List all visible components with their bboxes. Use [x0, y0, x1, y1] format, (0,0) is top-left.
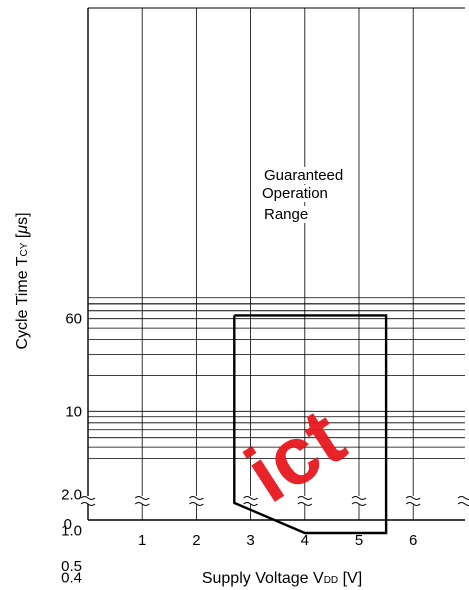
break-mark-6	[405, 496, 421, 500]
operation-range-series	[233, 314, 388, 535]
break-gap-2	[190, 496, 203, 504]
annotation-operation-bg	[260, 185, 330, 202]
x-axis-title: Supply Voltage VDD [V]	[202, 570, 362, 587]
axis-break-marks	[80, 496, 469, 506]
break-mark-7	[457, 496, 469, 500]
break-mark-1	[134, 496, 150, 500]
break-mark-7	[457, 502, 469, 506]
break-mark-6	[405, 502, 421, 506]
break-gap-1	[136, 496, 149, 504]
y-axis-title-unit-close: s]	[14, 212, 31, 224]
break-gap-3	[244, 496, 257, 504]
break-mark-5	[351, 496, 367, 500]
x-axis-title-subscript: DD	[324, 575, 338, 586]
series-line-0	[233, 314, 388, 535]
y-zero-label: 0	[64, 516, 72, 533]
y-tick-label-10: 10	[65, 403, 82, 420]
break-mark-4	[297, 502, 313, 506]
y-axis-title-unit-open: [	[14, 233, 31, 242]
x-axis-title-unit: [V]	[338, 570, 362, 587]
y-tick-label-2.0: 2.0	[61, 486, 82, 503]
x-tick-label-5: 5	[355, 532, 363, 549]
break-gap-0	[82, 496, 94, 504]
y-tick-label-60: 60	[65, 311, 82, 328]
x-tick-labels: 1 2 3 4 5 6	[138, 532, 417, 549]
break-mark-5	[351, 502, 367, 506]
annotation-guaranteed: Guaranteed	[264, 167, 343, 184]
y-axis-title: Cycle Time TCY [μs]	[14, 212, 31, 349]
y-axis-title-mu: μ	[14, 225, 31, 235]
annotation-range: Range	[264, 206, 308, 223]
break-mark-0	[80, 502, 96, 506]
y-axis-title-main: Cycle Time T	[14, 256, 31, 349]
x-axis-title-main: Supply Voltage V	[202, 570, 324, 587]
horizontal-gridlines	[88, 297, 465, 460]
annotation-range-bg	[262, 206, 311, 223]
break-gap-7	[459, 496, 469, 504]
break-mark-4	[297, 496, 313, 500]
y-tick-labels: 60 10 2.0 1.0 0.50.4	[61, 311, 82, 587]
break-mark-2	[189, 502, 204, 506]
x-tick-label-6: 6	[409, 532, 417, 549]
annotation-guaranteed-bg	[262, 167, 346, 184]
annotation-operation: Operation	[262, 185, 328, 202]
y-tick-label-0.4: 0.4	[61, 570, 82, 587]
break-mark-0	[80, 496, 96, 500]
y-tick-label-1.0: 1.0	[61, 522, 82, 539]
break-mark-3	[243, 496, 258, 500]
x-tick-label-3: 3	[246, 532, 254, 549]
x-tick-label-1: 1	[138, 532, 146, 549]
vertical-gridlines	[141, 8, 414, 520]
break-mark-3	[243, 502, 258, 506]
x-tick-label-2: 2	[192, 532, 200, 549]
break-mark-1	[134, 502, 150, 506]
break-gap-6	[407, 496, 420, 504]
break-gap-4	[298, 496, 311, 504]
y-axis-title-subscript: CY	[19, 242, 30, 256]
x-tick-label-4: 4	[301, 532, 309, 549]
y-tick-label-0.5: 0.5	[61, 558, 82, 575]
break-mark-2	[189, 496, 204, 500]
break-gap-5	[353, 496, 365, 504]
